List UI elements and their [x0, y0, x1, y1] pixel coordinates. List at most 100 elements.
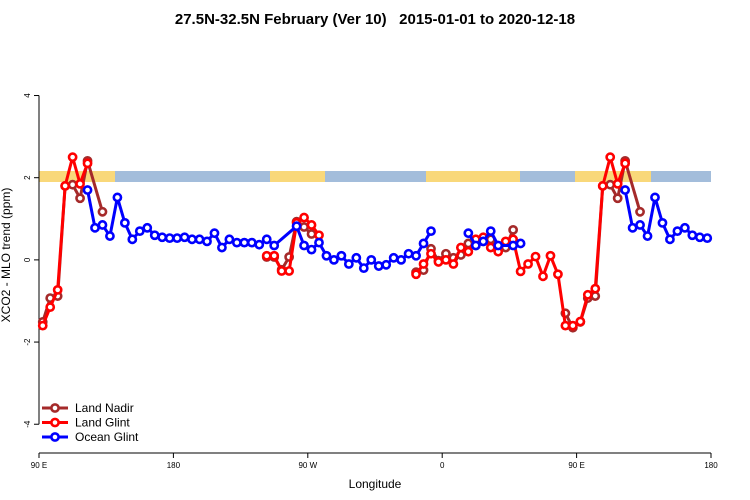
point [411, 250, 421, 261]
point [60, 181, 71, 191]
land-band [575, 171, 651, 182]
point [657, 218, 668, 228]
point [97, 220, 108, 230]
point [523, 259, 533, 269]
point [411, 269, 421, 280]
legend-label: Land Nadir [75, 401, 134, 415]
point [97, 206, 108, 217]
point [67, 179, 78, 190]
point [455, 242, 466, 253]
x-tick-label: 90 W [298, 461, 317, 470]
point [679, 222, 690, 233]
point [553, 269, 563, 280]
point [485, 226, 496, 237]
point [149, 230, 160, 241]
point [582, 289, 593, 300]
point [261, 234, 272, 245]
point [530, 251, 541, 262]
point [612, 193, 623, 204]
y-tick-label: 0 [23, 257, 32, 262]
point [194, 234, 205, 245]
point [209, 228, 220, 239]
land-band [426, 171, 520, 182]
point [172, 233, 183, 244]
point [164, 233, 175, 244]
point [441, 254, 451, 265]
point [508, 224, 519, 235]
legend-label: Ocean Glint [75, 430, 139, 444]
point [224, 234, 235, 245]
point [463, 228, 474, 239]
point [418, 238, 429, 249]
point [306, 229, 317, 239]
point [239, 237, 250, 248]
point [575, 316, 586, 327]
chart-title: 27.5N-32.5N February (Ver 10) 2015-01-01… [175, 11, 575, 28]
point [299, 240, 309, 251]
series-line [41, 159, 642, 330]
point [112, 192, 123, 203]
point [231, 237, 242, 248]
point [254, 239, 265, 250]
point [515, 238, 526, 249]
point [82, 185, 93, 195]
point [105, 231, 115, 241]
point [635, 206, 645, 217]
point [463, 246, 474, 257]
point [299, 212, 309, 223]
point [306, 244, 317, 255]
legend-marker [50, 432, 60, 442]
point [403, 248, 414, 259]
point [217, 242, 227, 253]
point [321, 250, 332, 261]
point [694, 232, 705, 243]
point [665, 234, 675, 245]
point [75, 178, 85, 189]
point [605, 152, 616, 163]
y-axis-label: XCO2 - MLO trend (ppm) [0, 188, 13, 323]
x-tick-label: 90 E [568, 461, 584, 470]
point [269, 240, 280, 251]
point [426, 248, 436, 259]
point [52, 284, 63, 295]
point [612, 178, 623, 189]
point [433, 257, 444, 267]
point [560, 320, 571, 331]
point [478, 236, 489, 247]
point [343, 259, 354, 269]
point [448, 259, 459, 269]
point [426, 226, 436, 237]
point [373, 261, 384, 271]
point [672, 226, 683, 237]
point [366, 254, 377, 265]
legend-marker [50, 417, 60, 428]
point [90, 222, 100, 233]
point [590, 283, 601, 294]
point [381, 259, 392, 270]
point [134, 226, 145, 237]
point [538, 271, 548, 282]
ocean-band [39, 171, 711, 182]
point [269, 250, 280, 261]
point [276, 266, 287, 276]
point [314, 237, 324, 248]
point [567, 320, 578, 331]
y-tick-label: -4 [23, 420, 32, 428]
point [605, 179, 616, 190]
y-tick-label: 2 [23, 175, 32, 180]
point [261, 250, 272, 261]
point [493, 240, 504, 251]
x-axis-label: Longitude [349, 477, 402, 491]
point [418, 259, 429, 269]
point [82, 158, 93, 169]
point [702, 233, 713, 244]
point [299, 222, 309, 232]
point [687, 230, 698, 241]
x-tick-label: 0 [440, 461, 445, 470]
legend-marker [50, 403, 60, 413]
point [45, 302, 56, 313]
point [75, 193, 85, 204]
point [500, 236, 511, 247]
land-band [270, 171, 325, 182]
